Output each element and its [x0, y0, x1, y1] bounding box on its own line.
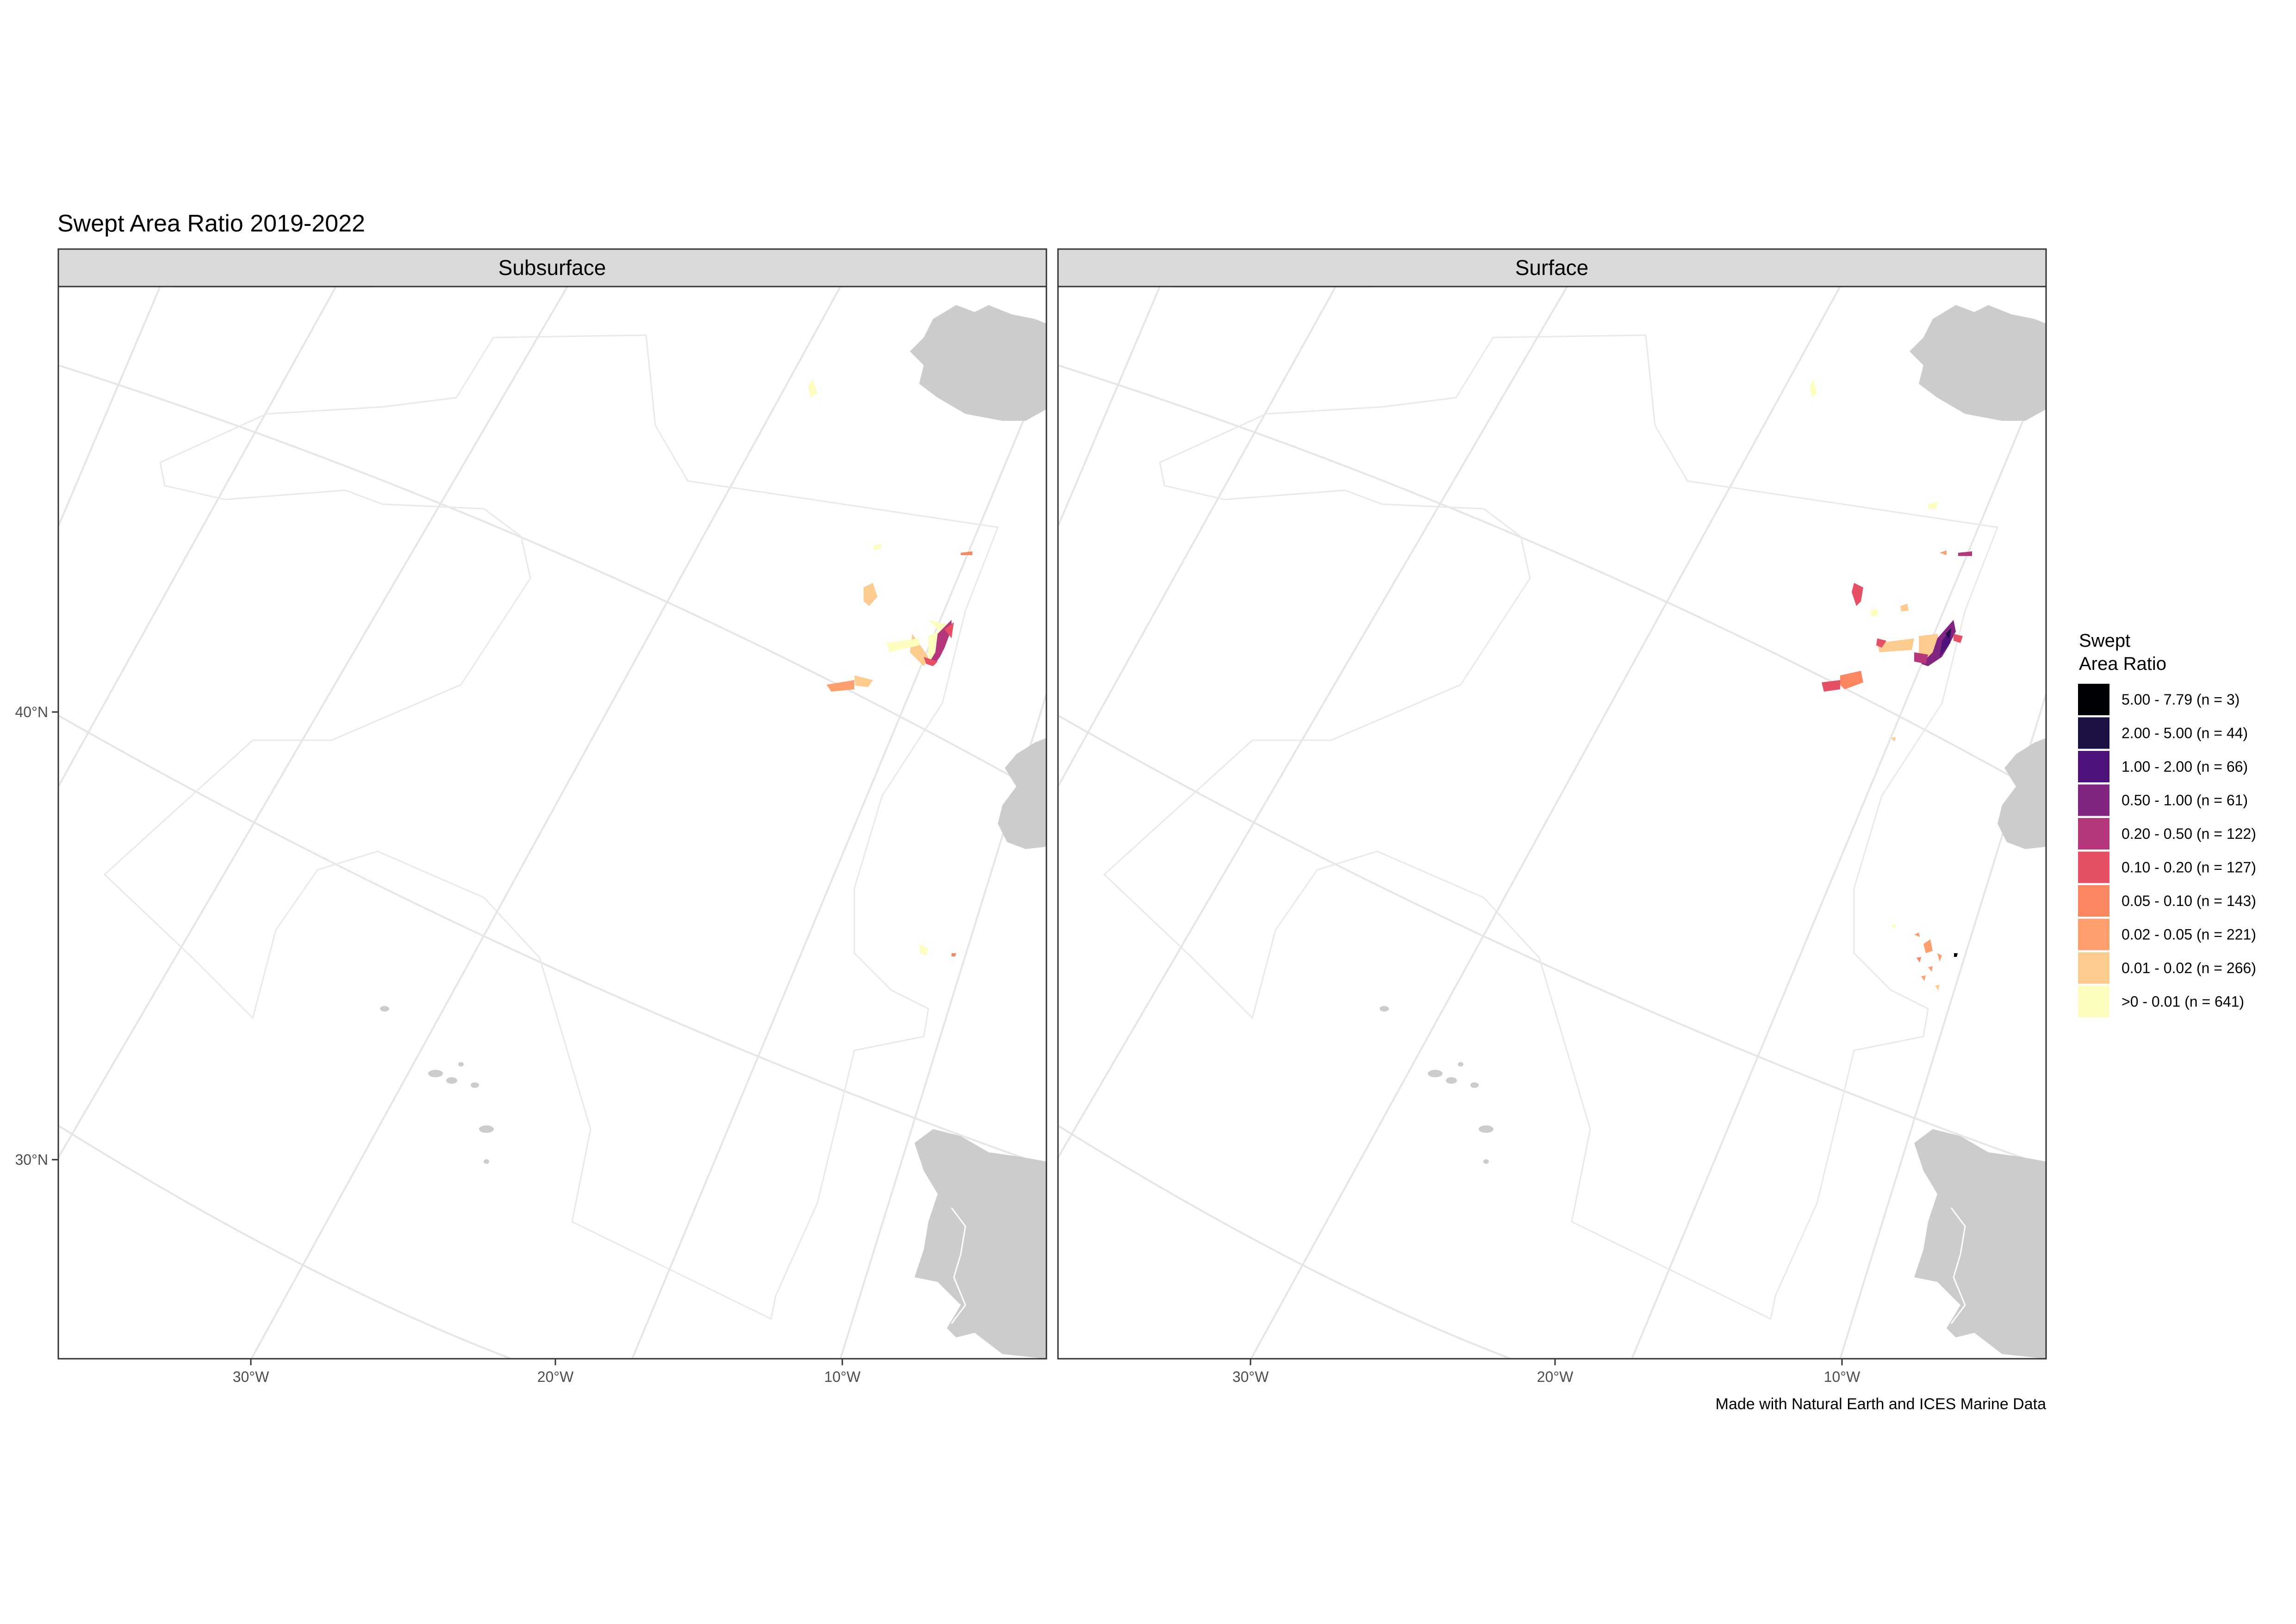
- strip-surface: [1057, 248, 2047, 287]
- x-axis-subsurface: 30°W 20°W 10°W: [233, 1359, 861, 1385]
- map-background-subsurface: [58, 287, 1046, 1359]
- x-tick-30w-left: 30°W: [233, 1368, 269, 1385]
- chart-title: Swept Area Ratio 2019-2022: [57, 210, 365, 237]
- legend-label: 0.05 - 0.10 (n = 143): [2122, 893, 2256, 909]
- x-tick-20w-right: 20°W: [1537, 1368, 1574, 1385]
- map-background-surface: [1058, 287, 2046, 1359]
- legend-label: 2.00 - 5.00 (n = 44): [2122, 725, 2248, 742]
- strip-subsurface: [57, 248, 1047, 287]
- caption: Made with Natural Earth and ICES Marine …: [1716, 1395, 2046, 1413]
- legend-label: 0.01 - 0.02 (n = 266): [2122, 960, 2256, 976]
- y-tick-30n: 30°N: [15, 1151, 49, 1168]
- panel-border-surface: [1057, 286, 2047, 1360]
- legend-swatch: [2077, 716, 2110, 750]
- legend-swatch: [2077, 783, 2110, 817]
- legend-title-line1: Swept: [2079, 631, 2130, 651]
- y-axis: 40°N 30°N: [15, 704, 58, 1168]
- x-tick-10w-left: 10°W: [824, 1368, 861, 1385]
- legend-label: 0.10 - 0.20 (n = 127): [2122, 859, 2256, 876]
- panel-subsurface: Subsurface: [57, 248, 1047, 1360]
- legend-label: 5.00 - 7.79 (n = 3): [2122, 691, 2240, 708]
- legend-swatch: [2077, 985, 2110, 1018]
- legend-label: 0.50 - 1.00 (n = 61): [2122, 792, 2248, 809]
- legend-swatch: [2077, 750, 2110, 783]
- legend-label: 0.20 - 0.50 (n = 122): [2122, 825, 2256, 842]
- sar-cells-subsurface: [808, 379, 972, 956]
- legend-title-line2: Area Ratio: [2079, 654, 2166, 674]
- sar-cells-surface: [1810, 379, 1972, 990]
- strip-label-subsurface: Subsurface: [498, 256, 606, 280]
- legend-label: 1.00 - 2.00 (n = 66): [2122, 758, 2248, 775]
- legend-swatch: [2077, 884, 2110, 918]
- legend-swatch: [2077, 918, 2110, 951]
- strip-label-surface: Surface: [1515, 256, 1589, 280]
- legend-label: >0 - 0.01 (n = 641): [2122, 993, 2244, 1010]
- x-tick-10w-right: 10°W: [1824, 1368, 1860, 1385]
- legend-items: 5.00 - 7.79 (n = 3) 2.00 - 5.00 (n = 44) 1…: [2077, 683, 2256, 1018]
- x-tick-20w-left: 20°W: [537, 1368, 574, 1385]
- x-axis-surface: 30°W 20°W 10°W: [1232, 1359, 1860, 1385]
- legend-swatch: [2077, 683, 2110, 716]
- y-tick-40n: 40°N: [15, 704, 49, 720]
- legend-swatch: [2077, 817, 2110, 850]
- legend-swatch: [2077, 951, 2110, 985]
- panel-surface: Surface: [1057, 248, 2047, 1360]
- panel-border-subsurface: [57, 286, 1047, 1360]
- legend-label: 0.02 - 0.05 (n = 221): [2122, 926, 2256, 943]
- legend: Swept Area Ratio 5.00 - 7.79 (n = 3) 2.00…: [2077, 631, 2256, 1018]
- legend-swatch: [2077, 850, 2110, 884]
- x-tick-30w-right: 30°W: [1232, 1368, 1269, 1385]
